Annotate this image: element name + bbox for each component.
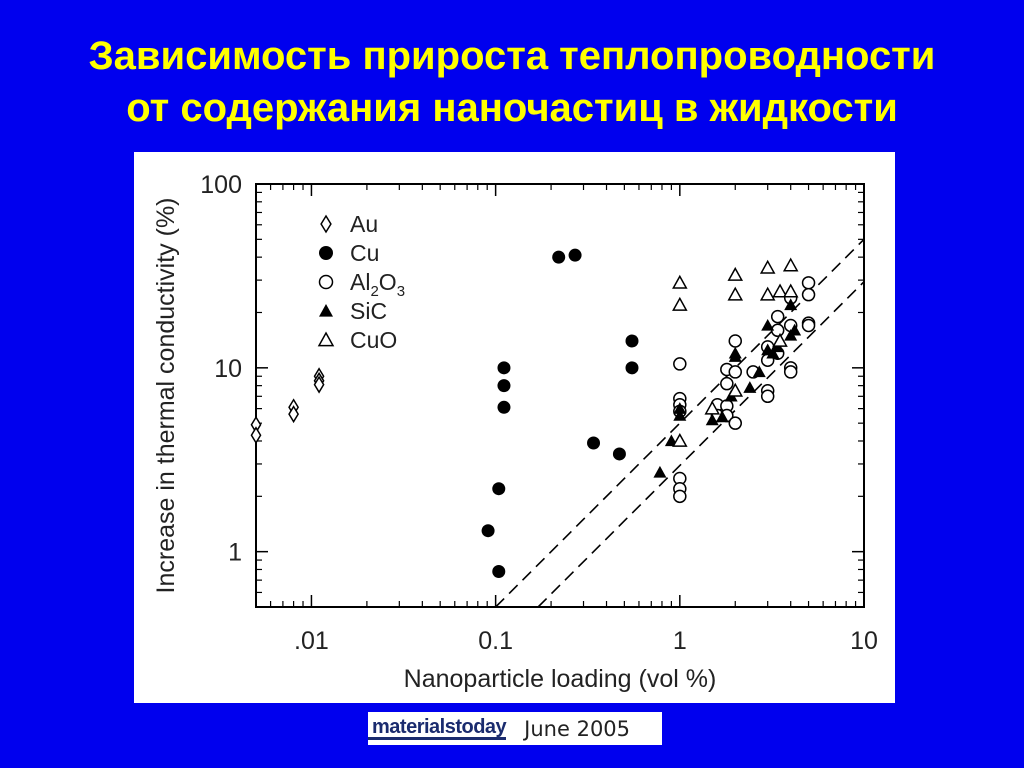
cu-point <box>552 250 566 264</box>
cu-point <box>568 248 582 262</box>
cuo-point <box>782 257 799 272</box>
plot-frame <box>255 183 865 608</box>
slide-title: Зависимость прироста теплопроводности от… <box>20 30 1004 134</box>
cuo-point <box>727 382 744 397</box>
x-axis-label: Nanoparticle loading (vol %) <box>404 665 717 693</box>
cuo-point <box>672 274 688 289</box>
cu-point <box>612 447 626 461</box>
sic-point <box>653 465 667 478</box>
sic-point <box>761 318 775 331</box>
cu-point <box>497 400 511 414</box>
cuo-point <box>672 296 688 311</box>
cu-point <box>625 361 639 375</box>
x-tick-label: .01 <box>294 627 329 655</box>
cuo-point <box>759 286 776 301</box>
materials-today-logo: materialstoday <box>368 717 507 740</box>
legend-label-sic: SiC <box>350 298 387 324</box>
sic-point <box>728 346 742 359</box>
y-tick-label: 1 <box>228 539 242 567</box>
cu-point <box>497 379 511 393</box>
al2o3-point <box>673 357 687 371</box>
al2o3-point <box>728 365 743 379</box>
au-point <box>313 375 325 394</box>
au-point <box>250 426 262 445</box>
cuo-point <box>759 259 776 274</box>
cuo-point <box>772 283 788 298</box>
legend-marker-sic <box>319 304 333 317</box>
legend-marker-au <box>320 214 332 234</box>
cu-point <box>492 482 506 496</box>
x-tick-label: 10 <box>850 627 878 655</box>
sic-point <box>743 381 757 393</box>
reference-line-2 <box>537 281 864 607</box>
cuo-point <box>772 332 788 347</box>
legend-marker-cu <box>319 246 333 260</box>
scatter-chart: .01 0.1 1 10 1 10 100 Nanoparticle loading (vol… <box>152 171 878 693</box>
cu-point <box>481 524 495 538</box>
cu-point <box>497 361 511 375</box>
legend-label-cuo: CuO <box>350 327 397 353</box>
cuo-point <box>704 400 721 415</box>
cu-point <box>492 564 506 578</box>
sic-point <box>705 413 719 426</box>
sic-point <box>784 298 798 311</box>
legend-label-cu: Cu <box>350 240 379 266</box>
cuo-point <box>727 286 744 301</box>
sic-point <box>788 323 802 336</box>
sic-point <box>673 409 687 421</box>
cu-point <box>625 334 639 348</box>
y-tick-label: 100 <box>200 171 242 199</box>
al2o3-point <box>760 389 775 404</box>
legend-marker-al2o3 <box>318 274 334 290</box>
y-tick-label: 10 <box>214 355 242 383</box>
al2o3-point <box>728 334 743 348</box>
y-axis-label: Increase in thermal conductivity (%) <box>152 198 180 594</box>
cuo-point <box>672 432 688 447</box>
legend-marker-cuo <box>317 331 335 347</box>
al2o3-point <box>783 365 798 379</box>
al2o3-point <box>673 489 687 504</box>
chart-panel: .01 0.1 1 10 1 10 100 Nanoparticle loading (vol… <box>134 152 895 703</box>
source-date: June 2005 <box>524 716 631 741</box>
cuo-point <box>727 266 744 281</box>
al2o3-point <box>770 309 785 324</box>
slide-title-line-1: Зависимость прироста теплопроводности <box>88 34 936 78</box>
al2o3-point <box>801 318 816 333</box>
x-tick-label: 0.1 <box>478 627 513 655</box>
x-tick-label: 1 <box>673 627 687 655</box>
source-badge: materialstoday June 2005 <box>368 712 662 745</box>
slide-title-line-2: от содержания наночастиц в жидкости <box>126 86 898 130</box>
legend-label-al2o3: Al2O3 <box>350 269 405 300</box>
legend-label-au: Au <box>350 211 378 237</box>
cuo-point <box>782 283 799 298</box>
al2o3-point <box>801 276 816 290</box>
cu-point <box>587 436 601 450</box>
sic-point <box>752 365 766 378</box>
sic-point <box>673 402 687 414</box>
reference-line-1 <box>495 238 864 607</box>
al2o3-point <box>728 416 743 430</box>
al2o3-point <box>720 376 734 391</box>
sic-point <box>766 346 780 359</box>
au-point <box>288 405 300 424</box>
al2o3-point <box>801 287 816 302</box>
sic-point <box>715 410 729 423</box>
